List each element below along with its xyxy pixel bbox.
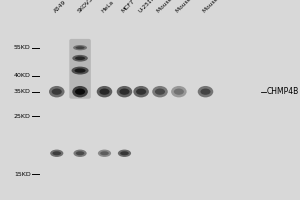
Text: SKOV3: SKOV3 — [76, 0, 94, 14]
Text: 25KD: 25KD — [14, 114, 31, 119]
Ellipse shape — [76, 46, 85, 49]
Ellipse shape — [52, 151, 61, 155]
Text: MCF7: MCF7 — [121, 0, 136, 14]
Ellipse shape — [74, 68, 86, 73]
Ellipse shape — [72, 86, 88, 97]
Text: 35KD: 35KD — [14, 89, 31, 94]
Ellipse shape — [118, 150, 131, 157]
Ellipse shape — [136, 89, 146, 95]
Text: 55KD: 55KD — [14, 45, 31, 50]
FancyBboxPatch shape — [69, 39, 91, 99]
Text: Mouse skeletal muscle: Mouse skeletal muscle — [202, 0, 253, 14]
Ellipse shape — [100, 151, 109, 155]
Text: CHMP4B: CHMP4B — [267, 87, 299, 96]
Ellipse shape — [72, 55, 88, 62]
Ellipse shape — [49, 86, 64, 97]
Text: HeLa: HeLa — [101, 0, 115, 14]
Ellipse shape — [171, 86, 187, 97]
Text: 15KD: 15KD — [14, 172, 31, 177]
Text: Mouse brain: Mouse brain — [175, 0, 205, 14]
Ellipse shape — [75, 89, 85, 95]
Ellipse shape — [98, 150, 111, 157]
Ellipse shape — [73, 45, 87, 50]
Ellipse shape — [50, 150, 63, 157]
Ellipse shape — [120, 151, 129, 155]
Text: Mouse heart: Mouse heart — [157, 0, 186, 14]
Ellipse shape — [117, 86, 132, 97]
Ellipse shape — [119, 89, 130, 95]
Ellipse shape — [133, 86, 149, 97]
Ellipse shape — [174, 89, 184, 95]
Ellipse shape — [76, 151, 84, 155]
Ellipse shape — [155, 89, 165, 95]
Ellipse shape — [75, 56, 85, 60]
Ellipse shape — [198, 86, 213, 97]
Ellipse shape — [74, 150, 87, 157]
Ellipse shape — [52, 89, 62, 95]
Text: A549: A549 — [53, 0, 68, 14]
Text: 40KD: 40KD — [14, 73, 31, 78]
Ellipse shape — [97, 86, 112, 97]
Text: U-251MG: U-251MG — [138, 0, 161, 14]
Ellipse shape — [99, 89, 110, 95]
Ellipse shape — [71, 67, 88, 75]
Ellipse shape — [200, 89, 211, 95]
Ellipse shape — [152, 86, 168, 97]
